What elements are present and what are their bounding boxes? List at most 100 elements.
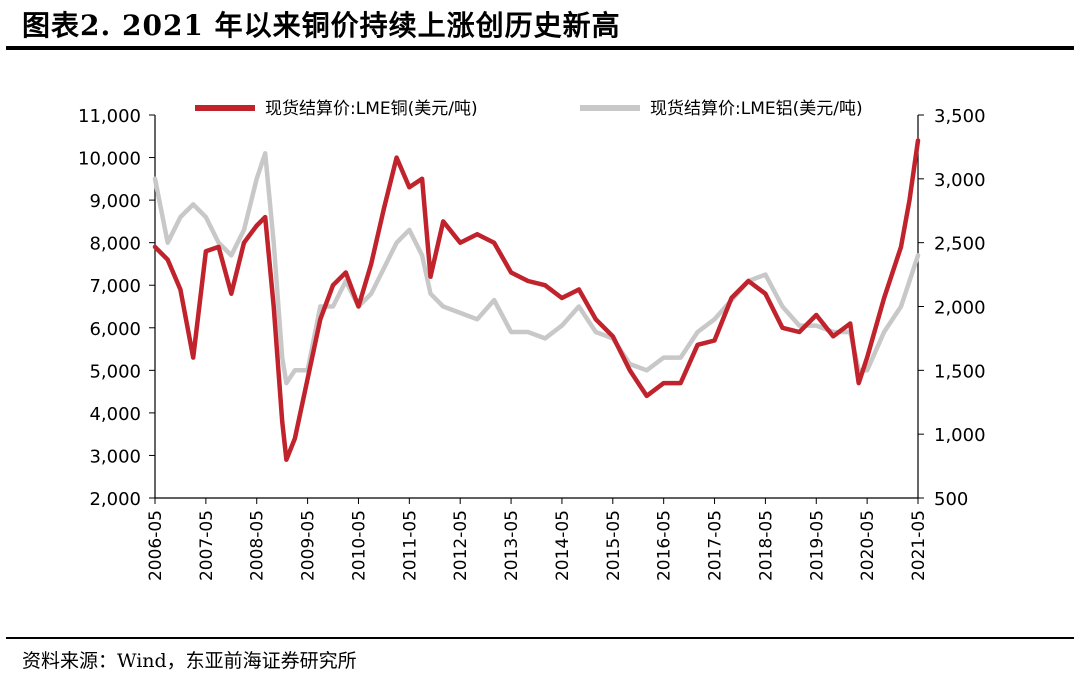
y-right-tick-label: 3,500 xyxy=(934,106,986,127)
x-tick-label: 2011-05 xyxy=(400,510,420,581)
copper-price-point xyxy=(780,326,785,330)
y-left-tick-label: 10,000 xyxy=(78,149,141,170)
y-left-tick-label: 6,000 xyxy=(89,319,141,340)
chart-series xyxy=(152,138,921,462)
aluminum-price-point xyxy=(679,356,683,360)
copper-price-point xyxy=(560,296,564,300)
copper-price-point xyxy=(229,292,233,296)
copper-price-point xyxy=(729,296,734,300)
source-note: 资料来源：Wind，东亚前海证券研究所 xyxy=(22,650,357,672)
copper-price-point xyxy=(857,381,861,385)
aluminum-price-point xyxy=(369,292,373,296)
aluminum-price-point xyxy=(696,330,700,334)
figure-title: 图表2. 2021 年以来铜价持续上涨创历史新高 xyxy=(22,9,621,42)
aluminum-price-point xyxy=(899,304,903,309)
copper-price-point xyxy=(369,262,373,266)
aluminum-price-point xyxy=(272,241,276,245)
y-right-tick-label: 1,500 xyxy=(934,361,986,382)
x-tick-label: 2012-05 xyxy=(451,510,471,581)
copper-price-point xyxy=(509,270,513,275)
copper-price-point xyxy=(696,343,700,347)
copper-price-point xyxy=(492,241,496,245)
aluminum-price-point xyxy=(458,311,462,315)
chart-axes: 2,000 3,000 4,000 5,000 6,000 7,000 8,000 9,000… xyxy=(78,106,986,581)
copper-price-point xyxy=(763,292,768,296)
x-tick-label: 2007-05 xyxy=(197,510,217,581)
x-tick-label: 2021-05 xyxy=(909,510,929,581)
copper-price-point xyxy=(242,241,246,245)
aluminum-price-point xyxy=(526,330,530,334)
x-tick-label: 2009-05 xyxy=(299,510,319,581)
copper-price-point xyxy=(882,296,886,300)
copper-price-point xyxy=(543,283,547,287)
copper-price-point xyxy=(382,207,386,211)
x-tick-label: 2017-05 xyxy=(706,510,726,581)
y-left-tick-label: 5,000 xyxy=(89,361,141,382)
y-right-tick-label: 2,500 xyxy=(934,234,986,255)
x-tick-label: 2006-05 xyxy=(146,510,166,581)
copper-price-point xyxy=(331,283,335,287)
y-left-tick-label: 4,000 xyxy=(89,404,141,425)
x-tick-label: 2010-05 xyxy=(349,510,369,581)
copper-price-point xyxy=(662,381,666,385)
copper-price-point xyxy=(797,330,801,334)
copper-price-point xyxy=(191,356,195,360)
aluminum-price-point xyxy=(662,356,666,360)
aluminum-price-point xyxy=(263,151,267,155)
y-right-tick-label: 500 xyxy=(934,489,968,510)
copper-price-point xyxy=(407,185,411,189)
aluminum-price-point xyxy=(166,241,170,245)
aluminum-price-point xyxy=(153,177,157,181)
y-left-tick-label: 11,000 xyxy=(78,106,141,127)
aluminum-price-point xyxy=(865,368,869,372)
copper-price-point xyxy=(899,245,903,249)
aluminum-price-point xyxy=(907,279,912,283)
aluminum-price-point xyxy=(420,253,424,257)
aluminum-price-point xyxy=(797,324,801,328)
y-left-tick-label: 3,000 xyxy=(89,446,141,467)
x-tick-label: 2020-05 xyxy=(858,510,878,581)
chart-legend: 现货结算价:LME铜(美元/吨) 现货结算价:LME铝(美元/吨) xyxy=(195,99,863,119)
aluminum-price-point xyxy=(509,330,513,334)
y-right-tick-label: 3,000 xyxy=(934,170,986,191)
copper-price-point xyxy=(907,198,912,202)
aluminum-price-point xyxy=(492,298,496,302)
copper-price-point xyxy=(475,232,479,236)
copper-price-point xyxy=(178,287,182,292)
copper-price-point xyxy=(441,219,445,223)
aluminum-price-point xyxy=(916,253,920,257)
line-chart: 2,000 3,000 4,000 5,000 6,000 7,000 8,000 9,000… xyxy=(78,99,986,581)
copper-price-point xyxy=(428,275,433,279)
aluminum-price-point xyxy=(191,202,195,206)
aluminum-price-point xyxy=(594,330,598,334)
copper-price-point xyxy=(865,356,869,360)
aluminum-price-point xyxy=(284,381,288,385)
copper-price-point xyxy=(594,317,598,321)
aluminum-price-line xyxy=(152,151,921,386)
x-tick-label: 2008-05 xyxy=(248,510,268,581)
copper-price-point xyxy=(611,334,615,338)
aluminum-price-point xyxy=(331,304,335,309)
copper-price-point xyxy=(679,381,683,385)
x-tick-label: 2016-05 xyxy=(655,510,675,581)
copper-price-point xyxy=(166,258,170,262)
aluminum-price-point xyxy=(441,304,445,309)
copper-price-point xyxy=(458,241,462,245)
y-left-tick-label: 8,000 xyxy=(89,234,141,255)
legend-aluminum-label: 现货结算价:LME铝(美元/吨) xyxy=(650,99,863,119)
copper-price-point xyxy=(280,419,284,423)
y-right-tick-label: 2,000 xyxy=(934,298,986,319)
copper-price-point xyxy=(272,304,276,309)
copper-price-point xyxy=(263,215,267,219)
copper-price-point xyxy=(284,458,288,462)
copper-price-point xyxy=(356,304,361,309)
copper-price-point xyxy=(645,394,649,398)
copper-price-point xyxy=(318,317,322,321)
aluminum-price-point xyxy=(428,292,433,296)
aluminum-price-point xyxy=(217,241,221,245)
copper-price-point xyxy=(577,287,581,292)
aluminum-price-point xyxy=(475,317,479,321)
copper-price-point xyxy=(746,279,751,283)
aluminum-price-point xyxy=(229,253,233,257)
aluminum-price-point xyxy=(293,368,297,372)
